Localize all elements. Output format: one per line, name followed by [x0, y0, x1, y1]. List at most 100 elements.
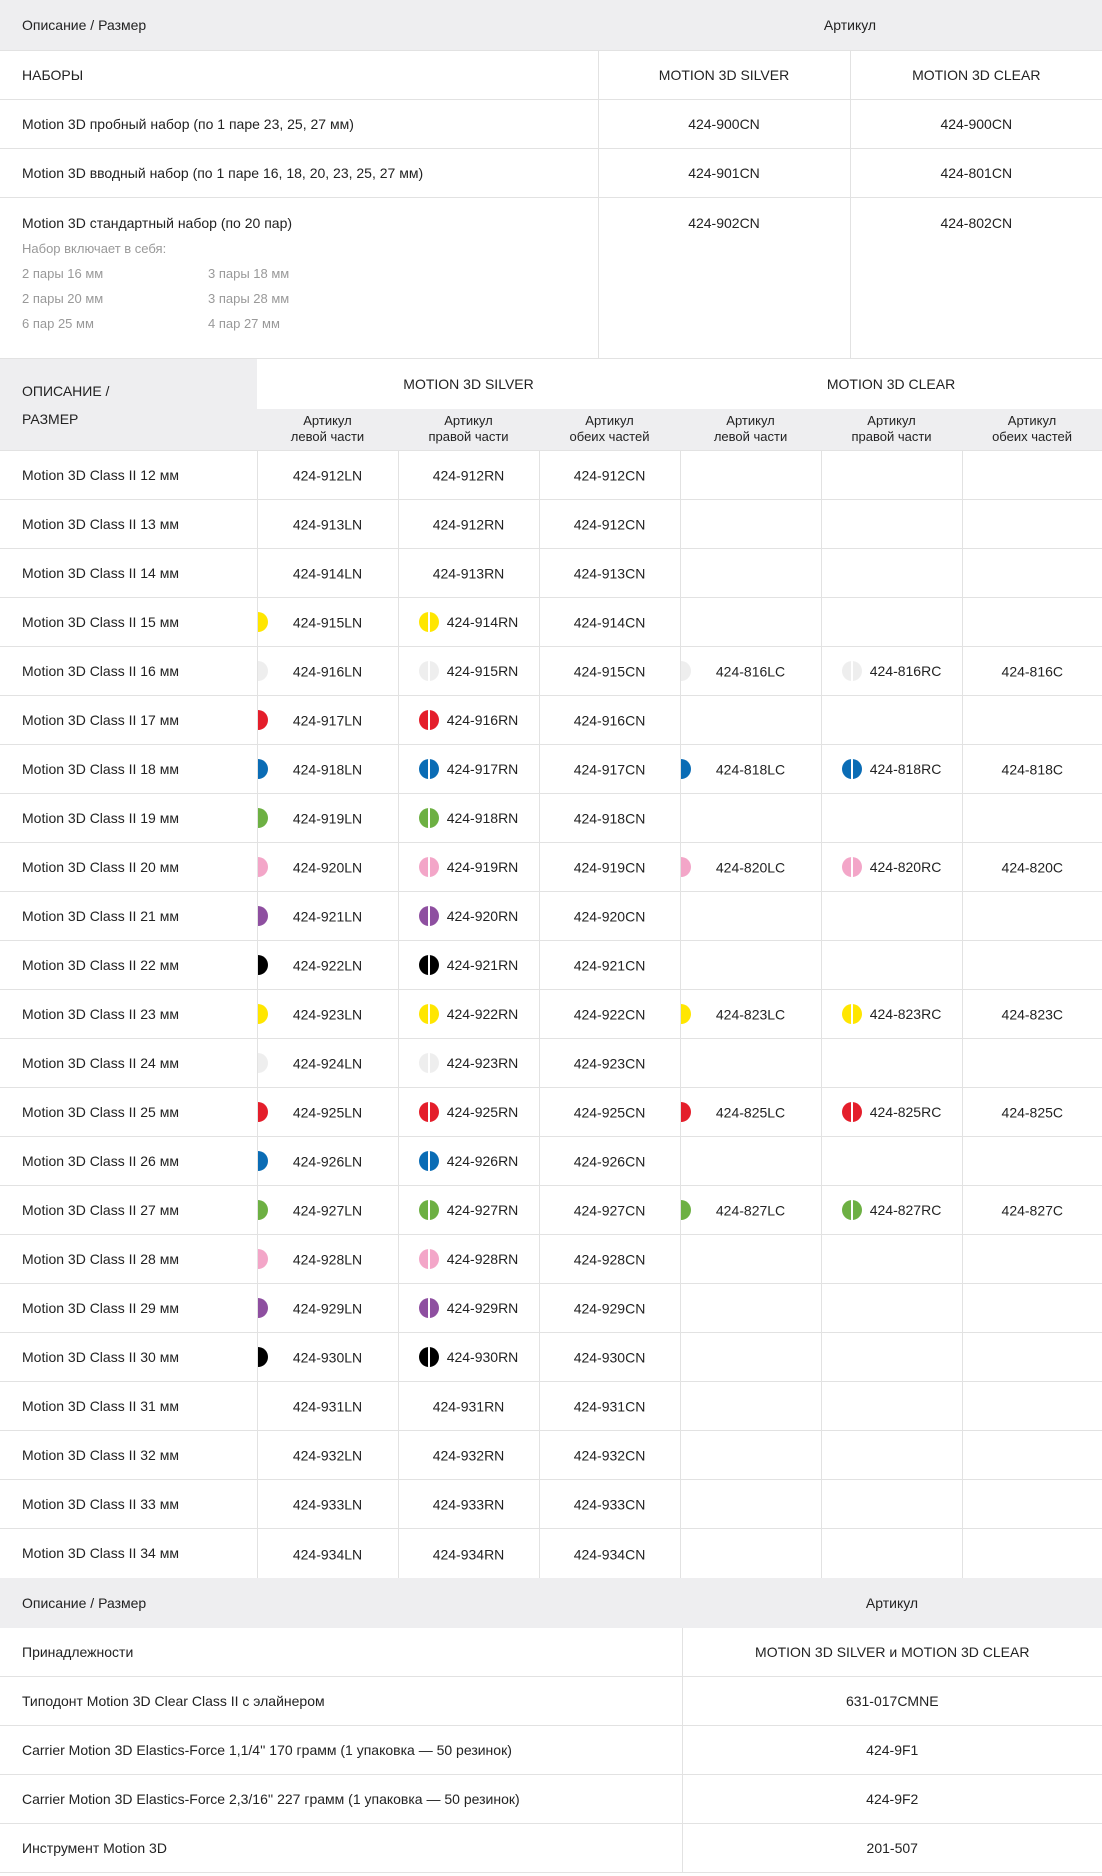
silver-left-code: 424-933LN: [292, 1496, 363, 1513]
table-row: Motion 3D Class II 24 мм 424-924LN 424-923…: [0, 1038, 1102, 1088]
silver-both-code: 424-933CN: [573, 1496, 646, 1513]
silver-right-code: 424-932RN: [432, 1447, 505, 1464]
clear-left-code: 424-825LC: [715, 1104, 786, 1121]
silver-left-code: 424-912LN: [292, 467, 363, 484]
silver-right-code-cell: 424-918RN: [397, 793, 539, 843]
sub-header-line: Артикул: [726, 413, 775, 429]
table-row: Типодонт Motion 3D Clear Class II с элай…: [0, 1676, 1102, 1726]
silver-both-code: 424-926CN: [573, 1153, 646, 1170]
clear-both-code-cell: [961, 450, 1102, 500]
section-title: Принадлежности: [22, 1643, 134, 1660]
clear-right-code-cell: [820, 450, 963, 500]
sub-header-left: Артикул левой части: [257, 409, 398, 451]
sub-header-line: Артикул: [444, 413, 493, 429]
table-row: Motion 3D Class II 25 мм 424-925LN 424-925…: [0, 1087, 1102, 1137]
size-description: Motion 3D Class II 16 мм: [0, 646, 257, 696]
silver-left-code: 424-929LN: [292, 1300, 363, 1317]
header-description-line2: РАЗМЕР: [22, 410, 79, 427]
clear-left-code-cell: [679, 793, 822, 843]
silver-right-code-cell: 424-931RN: [397, 1381, 539, 1431]
clear-both-code-cell: [961, 891, 1102, 941]
silver-left-code: 424-914LN: [292, 565, 363, 582]
table-row: Motion 3D Class II 28 мм 424-928LN 424-928…: [0, 1234, 1102, 1284]
clear-left-code: 424-823LC: [715, 1006, 786, 1023]
includes-item: 2 пары 16 мм: [22, 265, 104, 281]
clear-right-code-cell: 424-825RC: [820, 1087, 963, 1137]
silver-right-code: 424-915RN: [446, 663, 519, 679]
table-row: Motion 3D вводный набор (по 1 паре 16, 1…: [0, 147, 1102, 197]
clear-both-code-cell: [961, 940, 1102, 990]
set-clear-code: 424-801CN: [849, 147, 1102, 197]
includes-item: 4 пар 27 мм: [208, 315, 280, 331]
clear-right-code-cell: [820, 1332, 963, 1382]
clear-both-code: 424-820C: [1001, 859, 1064, 876]
clear-left-code-cell: [679, 1332, 822, 1382]
silver-both-code-cell: 424-916CN: [538, 695, 681, 745]
silver-right-code: 424-912RN: [432, 516, 505, 533]
silver-both-code-cell: 424-913CN: [538, 548, 681, 598]
color-marker-icon: [680, 1200, 691, 1220]
clear-left-code-cell: 424-820LC: [679, 842, 822, 892]
silver-both-code-cell: 424-934CN: [538, 1528, 681, 1578]
silver-left-code: 424-926LN: [292, 1153, 363, 1170]
silver-left-code-cell: 424-924LN: [256, 1038, 398, 1088]
silver-both-code: 424-930CN: [573, 1349, 646, 1366]
silver-left-code: 424-916LN: [292, 663, 363, 680]
clear-right-code: 424-820RC: [869, 859, 942, 875]
silver-both-code-cell: 424-915CN: [538, 646, 681, 696]
silver-right-code: 424-934RN: [432, 1545, 505, 1562]
silver-both-code: 424-923CN: [573, 1055, 646, 1072]
clear-left-code-cell: 424-827LC: [679, 1185, 822, 1235]
silver-left-code: 424-922LN: [292, 957, 363, 974]
silver-both-code-cell: 424-926CN: [538, 1136, 681, 1186]
silver-both-code: 424-913CN: [573, 565, 646, 582]
set-description: Motion 3D пробный набор (по 1 паре 23, 2…: [0, 98, 598, 148]
color-marker-icon: [418, 1298, 439, 1318]
table-row: Motion 3D Class II 14 мм 424-914LN 424-913…: [0, 548, 1102, 598]
header-article: Артикул: [865, 1594, 919, 1611]
silver-left-code-cell: 424-930LN: [256, 1332, 398, 1382]
class2-body: Motion 3D Class II 12 мм 424-912LN 424-912…: [0, 450, 1102, 1578]
clear-left-code-cell: 424-823LC: [679, 989, 822, 1039]
size-description: Motion 3D Class II 29 мм: [0, 1283, 257, 1333]
silver-left-code-cell: 424-918LN: [256, 744, 398, 794]
silver-left-code: 424-920LN: [292, 859, 363, 876]
sub-header-line: левой части: [290, 429, 365, 445]
silver-right-code-cell: 424-912RN: [397, 450, 539, 500]
table-row: Motion 3D Class II 34 мм 424-934LN 424-934…: [0, 1528, 1102, 1578]
set-silver-code: 424-900CN: [597, 98, 850, 148]
clear-right-code-cell: [820, 1038, 963, 1088]
silver-left-code-cell: 424-929LN: [256, 1283, 398, 1333]
silver-right-code-cell: 424-928RN: [397, 1234, 539, 1284]
silver-left-code: 424-927LN: [292, 1202, 363, 1219]
includes-label: Набор включает в себя:: [22, 240, 167, 256]
silver-both-code: 424-920CN: [573, 908, 646, 925]
silver-right-code: 424-913RN: [432, 565, 505, 582]
accessory-description: Инструмент Motion 3D: [0, 1823, 682, 1873]
color-marker-icon: [418, 955, 439, 975]
silver-right-code: 424-933RN: [432, 1496, 505, 1513]
silver-right-code: 424-930RN: [446, 1349, 519, 1365]
clear-right-code-cell: [820, 1528, 963, 1578]
clear-right-code-cell: 424-816RC: [820, 646, 963, 696]
sub-header-right: Артикул правой части: [821, 409, 962, 451]
silver-right-code: 424-916RN: [446, 712, 519, 728]
set-description: Motion 3D стандартный набор (по 20 пар): [22, 214, 293, 231]
accessory-code: 201-507: [681, 1823, 1102, 1873]
silver-both-code: 424-918CN: [573, 810, 646, 827]
size-description: Motion 3D Class II 17 мм: [0, 695, 257, 745]
silver-right-code-cell: 424-921RN: [397, 940, 539, 990]
silver-right-code-cell: 424-914RN: [397, 597, 539, 647]
silver-left-code-cell: 424-928LN: [256, 1234, 398, 1284]
includes-list: 2 пары 16 мм 3 пары 18 мм 2 пары 20 мм 3…: [22, 266, 598, 331]
silver-right-code-cell: 424-917RN: [397, 744, 539, 794]
silver-both-code-cell: 424-922CN: [538, 989, 681, 1039]
size-description: Motion 3D Class II 20 мм: [0, 842, 257, 892]
color-marker-icon: [257, 1200, 268, 1220]
size-description: Motion 3D Class II 33 мм: [0, 1479, 257, 1529]
table-row: Motion 3D Class II 32 мм 424-932LN 424-932…: [0, 1430, 1102, 1480]
color-marker-icon: [680, 857, 691, 877]
silver-right-code-cell: 424-916RN: [397, 695, 539, 745]
table-row: Motion 3D Class II 29 мм 424-929LN 424-929…: [0, 1283, 1102, 1333]
clear-right-code-cell: [820, 793, 963, 843]
